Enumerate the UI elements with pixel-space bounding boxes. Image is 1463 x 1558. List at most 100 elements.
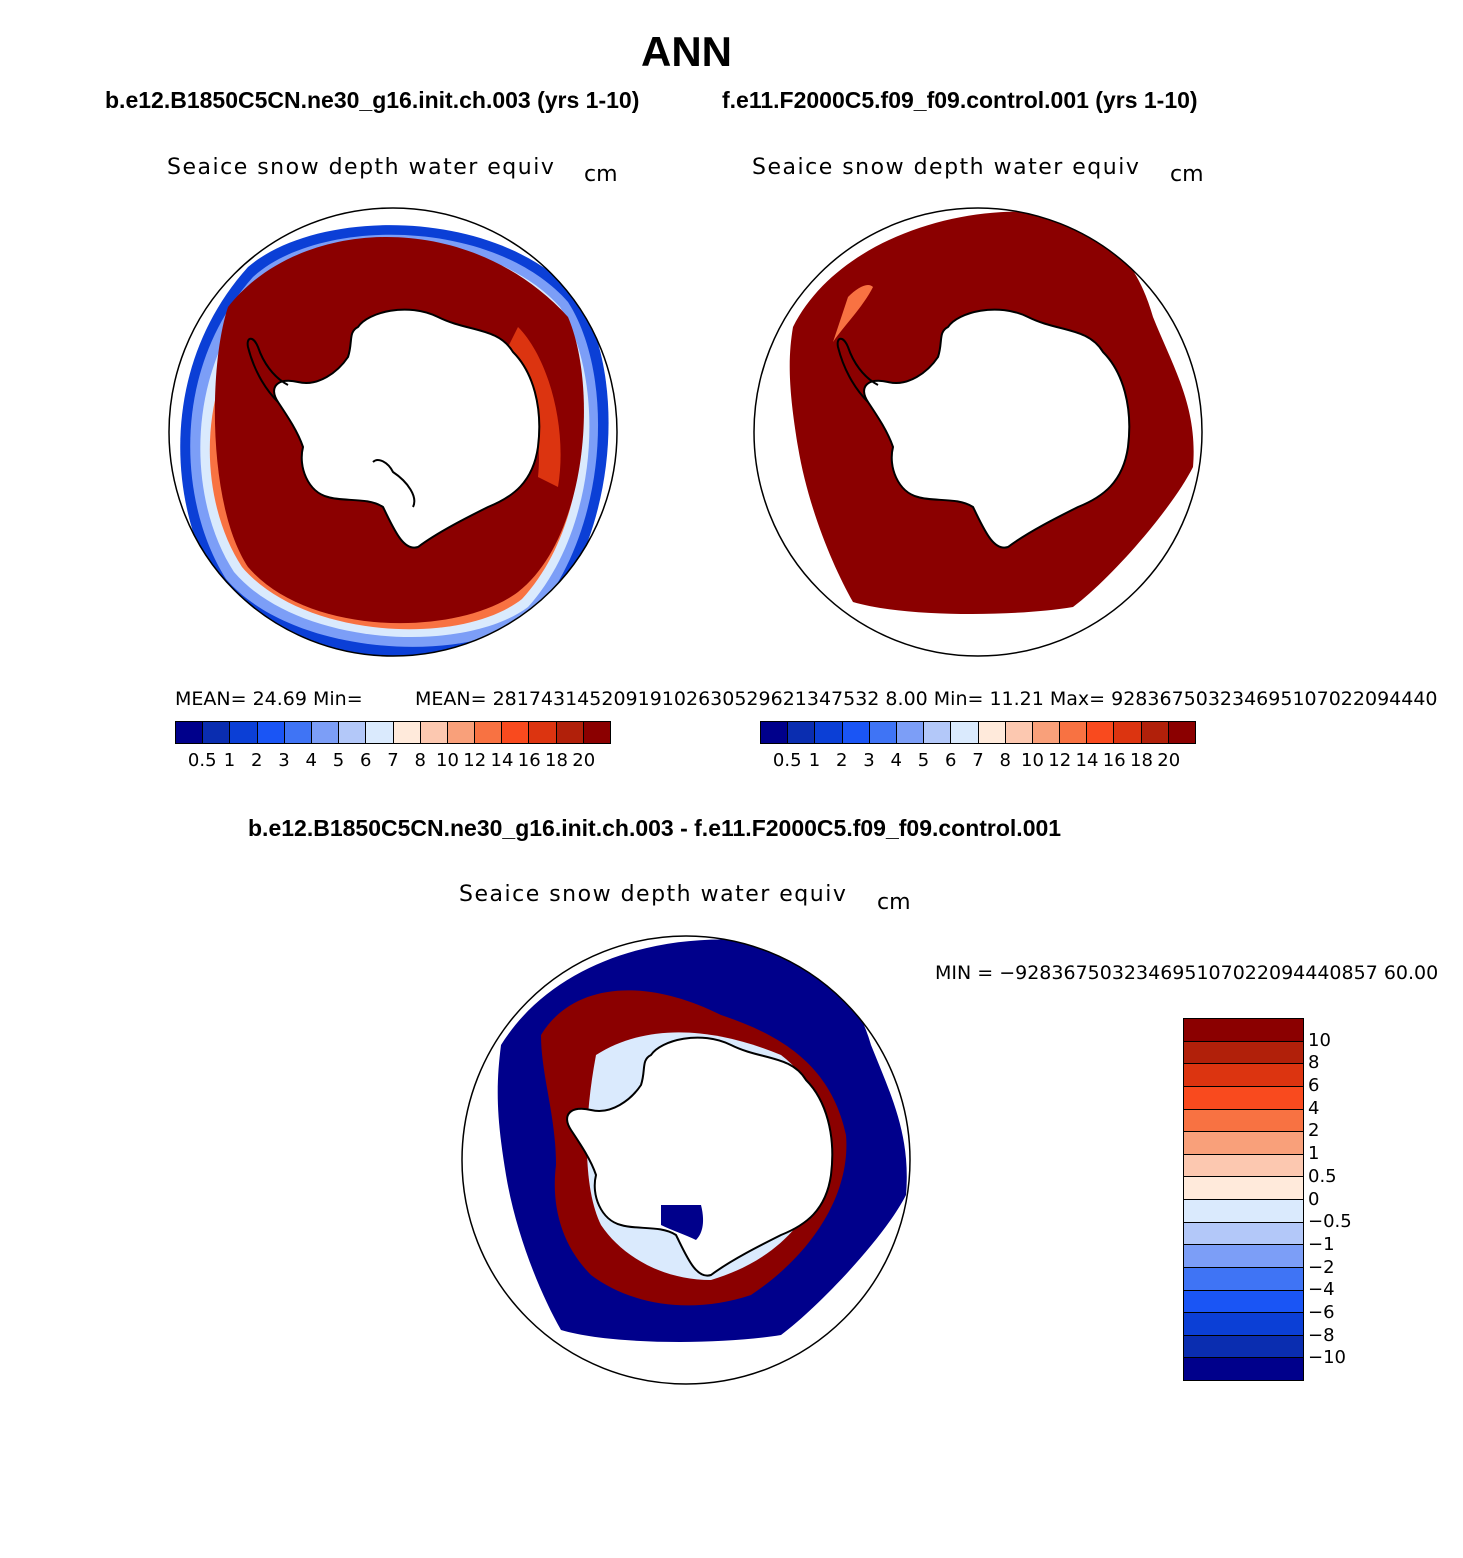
colorbar-swatch xyxy=(420,722,448,743)
antarctic-peninsula xyxy=(836,337,879,403)
colorbar-swatch xyxy=(869,722,897,743)
colorbar-tick-label: 14 xyxy=(1075,750,1099,771)
colorbar-tick-label: 6 xyxy=(360,750,372,771)
panel1-variable: Seaice snow depth water equiv xyxy=(167,155,556,180)
colorbar-tick-label: 7 xyxy=(972,750,984,771)
ice-orange-streak xyxy=(833,285,873,342)
map3-border xyxy=(461,935,911,1385)
colorbar-tick-label: 2 xyxy=(1308,1120,1320,1142)
colorbar-tick-label: 16 xyxy=(1102,750,1126,771)
colorbar-tick-label: 0.5 xyxy=(772,750,802,771)
panel2-units: cm xyxy=(1170,162,1204,187)
panel2-variable: Seaice snow depth water equiv xyxy=(752,155,1141,180)
colorbar-tick-label: 12 xyxy=(1048,750,1072,771)
colorbar-swatch xyxy=(1184,1313,1303,1336)
case2-title: f.e11.F2000C5.f09_f09.control.001 (yrs 1… xyxy=(722,87,1198,113)
colorbar-tick-label: 10 xyxy=(1021,750,1044,771)
colorbar-tick-label: −1 xyxy=(1308,1233,1335,1255)
colorbar-tick-label: −10 xyxy=(1308,1347,1346,1369)
antarctica-land xyxy=(863,308,1131,549)
panel3-min-text: MIN = −928367503234695107022094440857 60… xyxy=(935,962,1439,984)
colorbar-swatch xyxy=(1184,1109,1303,1133)
map-panel2 xyxy=(753,207,1203,657)
map2-border xyxy=(753,207,1203,657)
colorbar-swatch xyxy=(1168,722,1195,743)
colorbar-tick-label: 10 xyxy=(436,750,459,771)
colorbar-swatch xyxy=(311,722,340,743)
colorbar-swatch xyxy=(1184,1177,1303,1200)
colorbar-tick-label: 18 xyxy=(1130,750,1153,771)
colorbar-swatch xyxy=(339,722,367,743)
diff-title: b.e12.B1850C5CN.ne30_g16.init.ch.003 - f… xyxy=(248,815,1062,841)
colorbar-swatch xyxy=(1184,1019,1303,1042)
colorbar-tick-label: −0.5 xyxy=(1308,1211,1352,1233)
colorbar-swatch xyxy=(1184,1290,1303,1314)
colorbar-panel1-labels: 0.5 1 2 3 4 5 6 7 8 10 12 14 16 18 20 xyxy=(175,750,611,774)
colorbar-tick-label: 20 xyxy=(572,750,596,771)
colorbar-tick-label: 0 xyxy=(1308,1188,1320,1210)
colorbar-tick-label: 1 xyxy=(1308,1143,1320,1165)
colorbar-tick-label: 5 xyxy=(917,750,930,771)
colorbar-panel2 xyxy=(760,721,1196,744)
ross-sea-negative xyxy=(661,1205,704,1240)
colorbar-swatch xyxy=(1060,722,1088,743)
colorbar-tick-label: −8 xyxy=(1308,1324,1335,1346)
colorbar-tick-label: 5 xyxy=(332,750,345,771)
colorbar-tick-label: −6 xyxy=(1308,1301,1335,1323)
colorbar-swatch xyxy=(1184,1132,1303,1155)
colorbar-tick-label: 4 xyxy=(890,750,902,771)
colorbar-swatch xyxy=(1184,1200,1303,1223)
colorbar-tick-label: 10 xyxy=(1308,1029,1331,1051)
colorbar-swatch xyxy=(1184,1041,1303,1065)
colorbar-tick-label: 2 xyxy=(251,750,263,771)
colorbar-swatch xyxy=(284,722,312,743)
colorbar-swatch xyxy=(815,722,843,743)
colorbar-tick-label: −2 xyxy=(1308,1256,1335,1278)
colorbar-swatch xyxy=(583,722,610,743)
colorbar-tick-label: 18 xyxy=(545,750,568,771)
colorbar-swatch xyxy=(1005,722,1033,743)
colorbar-tick-label: 2 xyxy=(836,750,848,771)
colorbar-swatch xyxy=(788,722,816,743)
colorbar-tick-label: 1 xyxy=(808,750,821,771)
colorbar-tick-label: 0.5 xyxy=(1308,1165,1337,1187)
colorbar-swatch xyxy=(1184,1222,1303,1246)
colorbar-swatch xyxy=(475,722,503,743)
panel3-units: cm xyxy=(877,890,911,915)
map-panel3 xyxy=(461,935,911,1385)
colorbar-swatch xyxy=(1184,1086,1303,1110)
colorbar-swatch xyxy=(761,722,789,743)
panel2-stats: MEAN= 28174314520919102630529621347532 8… xyxy=(415,688,1438,710)
season-title: ANN xyxy=(641,28,732,75)
colorbar-tick-label: 8 xyxy=(414,750,426,771)
colorbar-tick-label: 3 xyxy=(863,750,875,771)
colorbar-tick-label: 7 xyxy=(387,750,399,771)
colorbar-tick-label: −4 xyxy=(1308,1279,1335,1301)
colorbar-swatch xyxy=(1184,1154,1303,1178)
case1-title: b.e12.B1850C5CN.ne30_g16.init.ch.003 (yr… xyxy=(105,87,640,113)
colorbar-swatch xyxy=(1141,722,1169,743)
panel1-units: cm xyxy=(584,162,618,187)
colorbar-swatch xyxy=(1184,1335,1303,1359)
colorbar-swatch xyxy=(951,722,979,743)
colorbar-tick-label: 4 xyxy=(1308,1097,1320,1119)
map1-border xyxy=(168,207,618,657)
map-panel1 xyxy=(168,207,618,657)
colorbar-panel1 xyxy=(175,721,611,744)
colorbar-swatch xyxy=(1114,722,1142,743)
colorbar-tick-label: 16 xyxy=(517,750,541,771)
colorbar-swatch xyxy=(1032,722,1061,743)
colorbar-swatch xyxy=(1087,722,1115,743)
antarctica-land xyxy=(566,1036,834,1277)
colorbar-swatch xyxy=(978,722,1006,743)
colorbar-tick-label: 8 xyxy=(999,750,1011,771)
colorbar-panel3 xyxy=(1183,1018,1304,1381)
antarctic-peninsula xyxy=(246,337,289,403)
colorbar-swatch xyxy=(1184,1267,1303,1291)
colorbar-swatch xyxy=(203,722,231,743)
colorbar-swatch xyxy=(842,722,870,743)
colorbar-swatch xyxy=(257,722,285,743)
panel3-variable: Seaice snow depth water equiv xyxy=(459,882,848,907)
panel1-stats: MEAN= 24.69 Min= xyxy=(175,688,363,710)
colorbar-panel3-labels: 10 8 6 4 2 1 0.5 0 −0.5 −1 −2 −4 −6 −8 −10 xyxy=(1308,1018,1378,1381)
